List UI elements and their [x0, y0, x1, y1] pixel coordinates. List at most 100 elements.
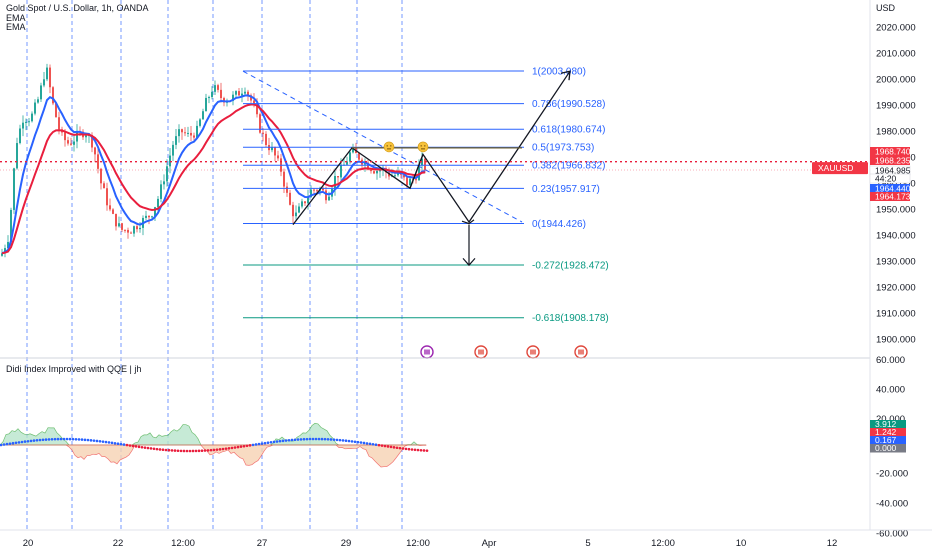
osc-signal-dot — [14, 441, 18, 445]
fib-level-label: 0.786(1990.528) — [532, 99, 605, 110]
pattern-drawings[interactable] — [0, 70, 870, 267]
osc-signal-dot — [242, 444, 246, 448]
price-tag[interactable] — [870, 147, 910, 156]
osc-signal-dot — [398, 446, 402, 450]
candle-body — [424, 158, 426, 171]
osc-signal-dot — [248, 444, 252, 447]
osc-signal-dot — [131, 444, 135, 448]
oscillator-axis[interactable]: 60.000 40.000 -20.000 -40.000 -60.000 20.0003… — [870, 355, 908, 540]
osc-signal-dot — [386, 445, 390, 448]
osc-signal-dot — [11, 441, 15, 445]
price-tag[interactable] — [870, 184, 910, 193]
candle-body — [22, 122, 24, 129]
ema-legend-2[interactable]: EMA — [6, 22, 26, 32]
time-tick-label: 22 — [113, 538, 124, 549]
candle-body — [346, 161, 348, 165]
ema-legend-1[interactable]: EMA — [6, 13, 26, 23]
candle-body — [7, 241, 9, 249]
candle-body — [67, 140, 69, 144]
osc-signal-dot — [407, 447, 411, 451]
pattern-segment[interactable] — [409, 154, 424, 189]
candle-body — [205, 97, 207, 112]
event-glyph — [478, 349, 484, 355]
osc-signal-dot — [74, 437, 78, 441]
price-tag[interactable] — [870, 192, 910, 201]
osc-tag[interactable] — [870, 428, 906, 437]
price-tag-label: 1968.235 — [875, 156, 911, 166]
price-tag[interactable] — [869, 173, 911, 184]
trend-line[interactable] — [242, 70, 523, 223]
time-axis[interactable]: 20 22 12:00 27 29 12:00 Apr 5 12:00 10 12 — [23, 538, 838, 549]
osc-signal-dot — [338, 438, 342, 442]
osc-signal-dot — [161, 448, 165, 452]
candle-body — [379, 170, 381, 172]
candle-body — [4, 248, 6, 254]
candle-body — [91, 135, 93, 148]
osc-signal-dot — [26, 439, 30, 443]
candle-body — [172, 144, 174, 156]
emoji-face-icon[interactable] — [383, 141, 395, 153]
candle-body — [58, 117, 60, 130]
osc-signal-dot — [0, 443, 3, 447]
osc-signal-dot — [374, 443, 378, 447]
candle-body — [40, 85, 42, 100]
candle-body — [337, 176, 339, 178]
price-tick-label: 2010.000 — [876, 49, 916, 60]
osc-tick-label: 20.000 — [876, 414, 905, 425]
candle-body — [340, 164, 342, 178]
osc-signal-dot — [293, 438, 297, 442]
candle-body — [196, 125, 198, 138]
symbol-tag[interactable] — [812, 162, 868, 175]
osc-signal-dot — [341, 439, 345, 442]
candle-body — [34, 102, 36, 114]
candle-body — [271, 147, 273, 151]
osc-tag[interactable] — [870, 444, 906, 453]
osc-signal-dot — [23, 440, 27, 443]
candle-body — [154, 207, 156, 217]
candle-body — [376, 170, 378, 174]
osc-signal-dot — [317, 437, 321, 441]
event-glyph — [578, 349, 584, 355]
price-tag-label: 1968.740 — [875, 147, 911, 157]
osc-signal-dot — [206, 449, 210, 452]
price-tick-label: 1940.000 — [876, 231, 916, 242]
osc-tag[interactable] — [870, 436, 906, 445]
oscillator-title[interactable]: Didi Index Improved with QQE | jh — [6, 364, 142, 374]
fib-level-label: -0.618(1908.178) — [532, 313, 609, 324]
osc-tag[interactable] — [870, 420, 906, 429]
candle-body — [130, 232, 132, 234]
candle-body — [16, 143, 18, 169]
osc-signal-dot — [350, 440, 354, 443]
osc-signal-dot — [176, 449, 180, 453]
candle-body — [304, 201, 306, 204]
fibonacci-retracement[interactable]: 1(2003.080) 0.786(1990.528) 0.618(1980.674… — [242, 66, 609, 324]
economic-events[interactable] — [420, 345, 588, 359]
osc-signal-dot — [215, 448, 219, 451]
osc-signal-dot — [353, 440, 357, 444]
candle-body — [292, 204, 294, 217]
osc-signal-dot — [101, 440, 105, 443]
price-axis[interactable]: 2020.000 2010.000 2000.000 1990.000 1980.000… — [812, 23, 916, 346]
osc-signal-dot — [77, 438, 81, 441]
osc-signal-dot — [404, 447, 408, 451]
emoji-face-icon[interactable] — [417, 141, 429, 153]
osc-signal-dot — [158, 448, 162, 451]
osc-signal-dot — [419, 448, 423, 452]
osc-tick-label: -20.000 — [876, 469, 908, 480]
fib-level-label: 0(1944.426) — [532, 219, 586, 230]
time-tick-label: 10 — [736, 538, 747, 549]
candle-body — [109, 205, 111, 210]
osc-signal-dot — [275, 440, 279, 443]
osc-signal-dot — [395, 446, 399, 450]
price-tag[interactable] — [870, 156, 910, 165]
candle-body — [163, 181, 165, 185]
fib-level-label: 0.23(1957.917) — [532, 184, 600, 195]
osc-signal-dot — [392, 446, 396, 449]
osc-signal-dot — [155, 447, 159, 451]
candle-body — [370, 169, 372, 172]
osc-tick-label: 60.000 — [876, 355, 905, 366]
candle-body — [208, 97, 210, 99]
osc-signal-dot — [17, 441, 21, 444]
candle-body — [241, 93, 243, 96]
